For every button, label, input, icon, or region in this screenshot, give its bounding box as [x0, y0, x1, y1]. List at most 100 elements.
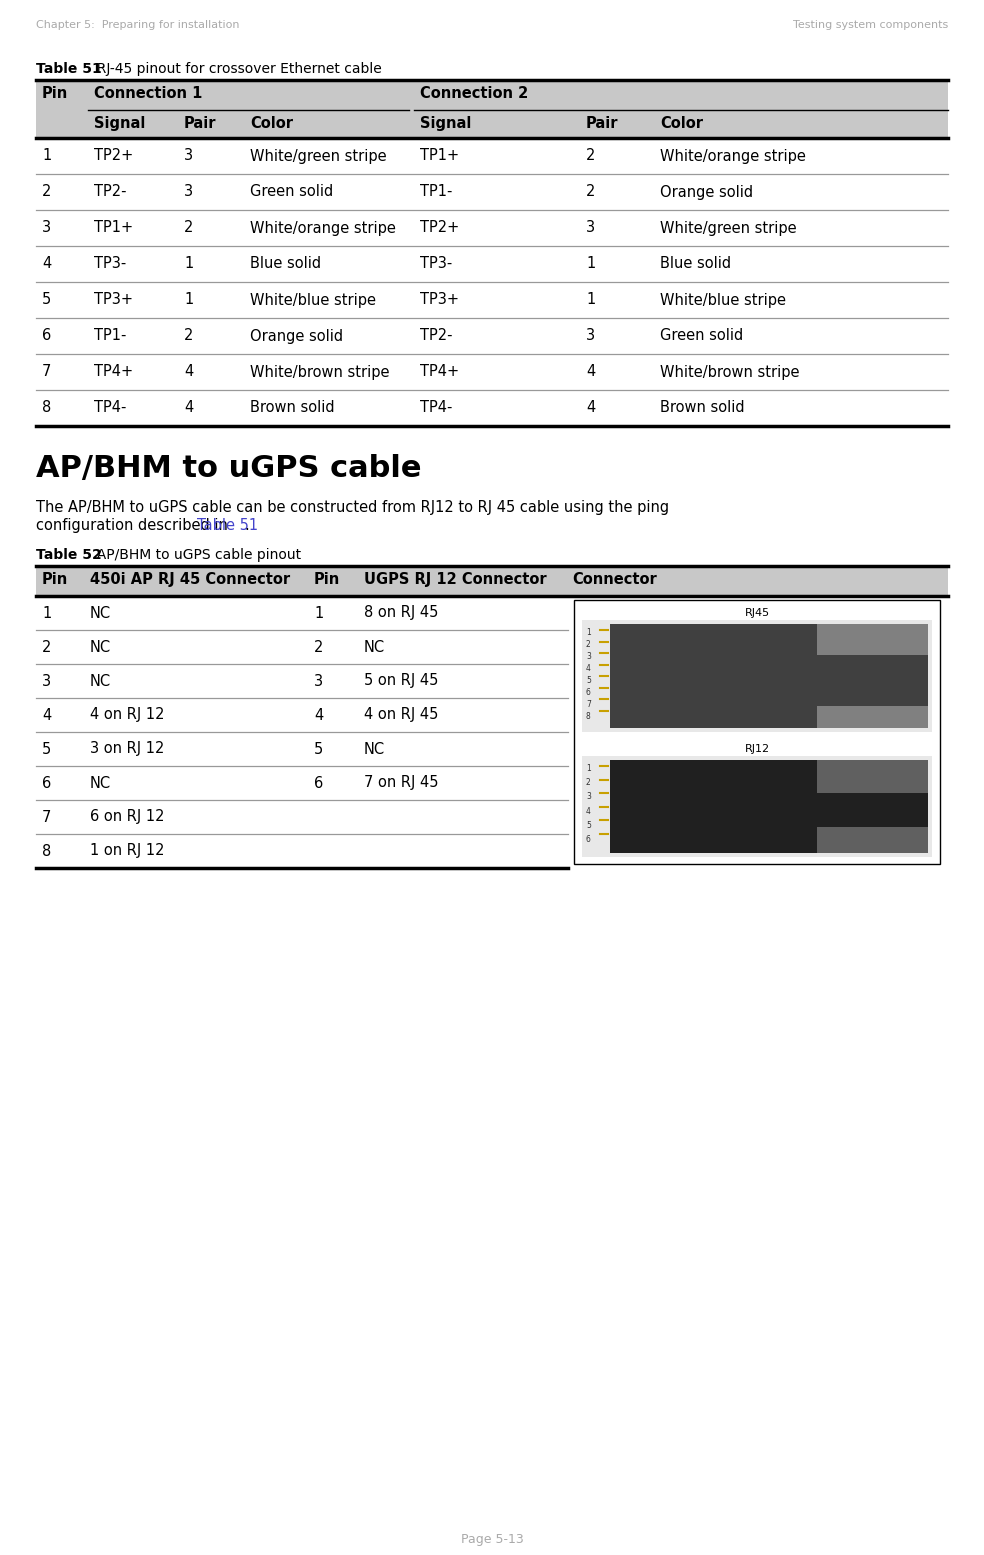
Text: 6 on RJ 12: 6 on RJ 12	[90, 810, 164, 824]
Text: 1: 1	[184, 292, 193, 308]
Text: TP2-: TP2-	[94, 185, 127, 199]
Bar	[817, 760, 928, 793]
Text: Signal: Signal	[94, 117, 146, 131]
Bar	[817, 624, 928, 655]
Text: Table 51: Table 51	[36, 62, 101, 76]
Text: TP4+: TP4+	[94, 364, 133, 379]
Text: 4 on RJ 12: 4 on RJ 12	[90, 708, 164, 723]
Text: 6: 6	[314, 776, 324, 790]
Text: 3: 3	[586, 328, 595, 344]
Text: White/brown stripe: White/brown stripe	[250, 364, 390, 379]
Text: RJ-45 pinout for crossover Ethernet cable: RJ-45 pinout for crossover Ethernet cabl…	[88, 62, 382, 76]
Text: Blue solid: Blue solid	[660, 257, 731, 272]
Text: AP/BHM to uGPS cable pinout: AP/BHM to uGPS cable pinout	[88, 547, 301, 561]
Text: 3: 3	[184, 185, 193, 199]
Text: NC: NC	[364, 742, 385, 756]
Text: 3: 3	[184, 148, 193, 163]
Text: White/orange stripe: White/orange stripe	[660, 148, 806, 163]
Text: TP1-: TP1-	[420, 185, 453, 199]
Bar	[36, 566, 948, 596]
Text: Testing system components: Testing system components	[793, 20, 948, 30]
Text: TP3+: TP3+	[420, 292, 459, 308]
Text: TP4+: TP4+	[420, 364, 460, 379]
Text: 5: 5	[586, 821, 590, 830]
Text: Green solid: Green solid	[250, 185, 334, 199]
Text: 6: 6	[42, 776, 51, 790]
Text: Color: Color	[660, 117, 703, 131]
Text: 5: 5	[586, 676, 590, 686]
Text: 8: 8	[42, 843, 51, 858]
Text: TP4-: TP4-	[94, 401, 126, 415]
Text: White/green stripe: White/green stripe	[250, 148, 387, 163]
Text: 6: 6	[586, 687, 590, 697]
Text: Signal: Signal	[420, 117, 471, 131]
Text: NC: NC	[90, 776, 111, 790]
Text: 2: 2	[586, 641, 590, 648]
Text: TP3+: TP3+	[94, 292, 133, 308]
Text: 1: 1	[184, 257, 193, 272]
Text: Pair: Pair	[184, 117, 216, 131]
Text: 3: 3	[586, 652, 590, 661]
Text: 4: 4	[586, 364, 595, 379]
Text: 7 on RJ 45: 7 on RJ 45	[364, 776, 439, 790]
Text: 5 on RJ 45: 5 on RJ 45	[364, 673, 439, 689]
Text: Table 51: Table 51	[197, 518, 258, 533]
Text: White/brown stripe: White/brown stripe	[660, 364, 800, 379]
Text: TP3-: TP3-	[420, 257, 453, 272]
Text: Connection 2: Connection 2	[420, 86, 528, 101]
Text: TP2+: TP2+	[94, 148, 133, 163]
Text: 8: 8	[42, 401, 51, 415]
Text: Blue solid: Blue solid	[250, 257, 321, 272]
Text: 3: 3	[42, 673, 51, 689]
Bar	[817, 706, 928, 728]
Text: 2: 2	[184, 328, 194, 344]
Text: 1: 1	[314, 605, 324, 620]
Text: UGPS RJ 12 Connector: UGPS RJ 12 Connector	[364, 572, 547, 586]
Text: NC: NC	[90, 639, 111, 655]
Text: White/green stripe: White/green stripe	[660, 221, 797, 235]
Text: Pin: Pin	[42, 86, 68, 101]
Text: NC: NC	[90, 605, 111, 620]
Text: 3 on RJ 12: 3 on RJ 12	[90, 742, 164, 756]
Text: Brown solid: Brown solid	[660, 401, 745, 415]
Text: AP/BHM to uGPS cable: AP/BHM to uGPS cable	[36, 454, 421, 484]
Text: 1: 1	[586, 257, 595, 272]
Text: 7: 7	[42, 810, 51, 824]
Text: 2: 2	[586, 185, 595, 199]
Text: Page 5-13: Page 5-13	[461, 1533, 523, 1546]
Text: 6: 6	[586, 835, 590, 844]
Text: 4: 4	[586, 807, 590, 816]
Text: 8 on RJ 45: 8 on RJ 45	[364, 605, 439, 620]
Text: Brown solid: Brown solid	[250, 401, 335, 415]
Text: configuration described in: configuration described in	[36, 518, 232, 533]
Text: RJ45: RJ45	[745, 608, 769, 617]
Text: 1: 1	[42, 148, 51, 163]
Text: Pin: Pin	[314, 572, 340, 586]
Text: 2: 2	[586, 148, 595, 163]
Bar	[610, 760, 928, 854]
Text: NC: NC	[364, 639, 385, 655]
Text: 3: 3	[586, 221, 595, 235]
Text: 4: 4	[184, 401, 193, 415]
Text: Chapter 5:  Preparing for installation: Chapter 5: Preparing for installation	[36, 20, 239, 30]
Text: 2: 2	[42, 639, 51, 655]
Text: 7: 7	[42, 364, 51, 379]
Text: 5: 5	[314, 742, 324, 756]
Text: Green solid: Green solid	[660, 328, 743, 344]
Text: 8: 8	[586, 712, 590, 722]
Bar	[574, 600, 940, 865]
Text: White/blue stripe: White/blue stripe	[660, 292, 786, 308]
Text: 6: 6	[42, 328, 51, 344]
Bar	[610, 624, 928, 728]
Text: 4: 4	[184, 364, 193, 379]
Text: Connector: Connector	[572, 572, 656, 586]
Text: 5: 5	[42, 292, 51, 308]
Text: 2: 2	[586, 778, 590, 787]
Text: TP4-: TP4-	[420, 401, 453, 415]
Text: 1 on RJ 12: 1 on RJ 12	[90, 843, 164, 858]
Text: 4: 4	[586, 664, 590, 673]
Text: Color: Color	[250, 117, 293, 131]
Text: Table 52: Table 52	[36, 547, 101, 561]
Text: TP1+: TP1+	[94, 221, 133, 235]
Text: 3: 3	[42, 221, 51, 235]
